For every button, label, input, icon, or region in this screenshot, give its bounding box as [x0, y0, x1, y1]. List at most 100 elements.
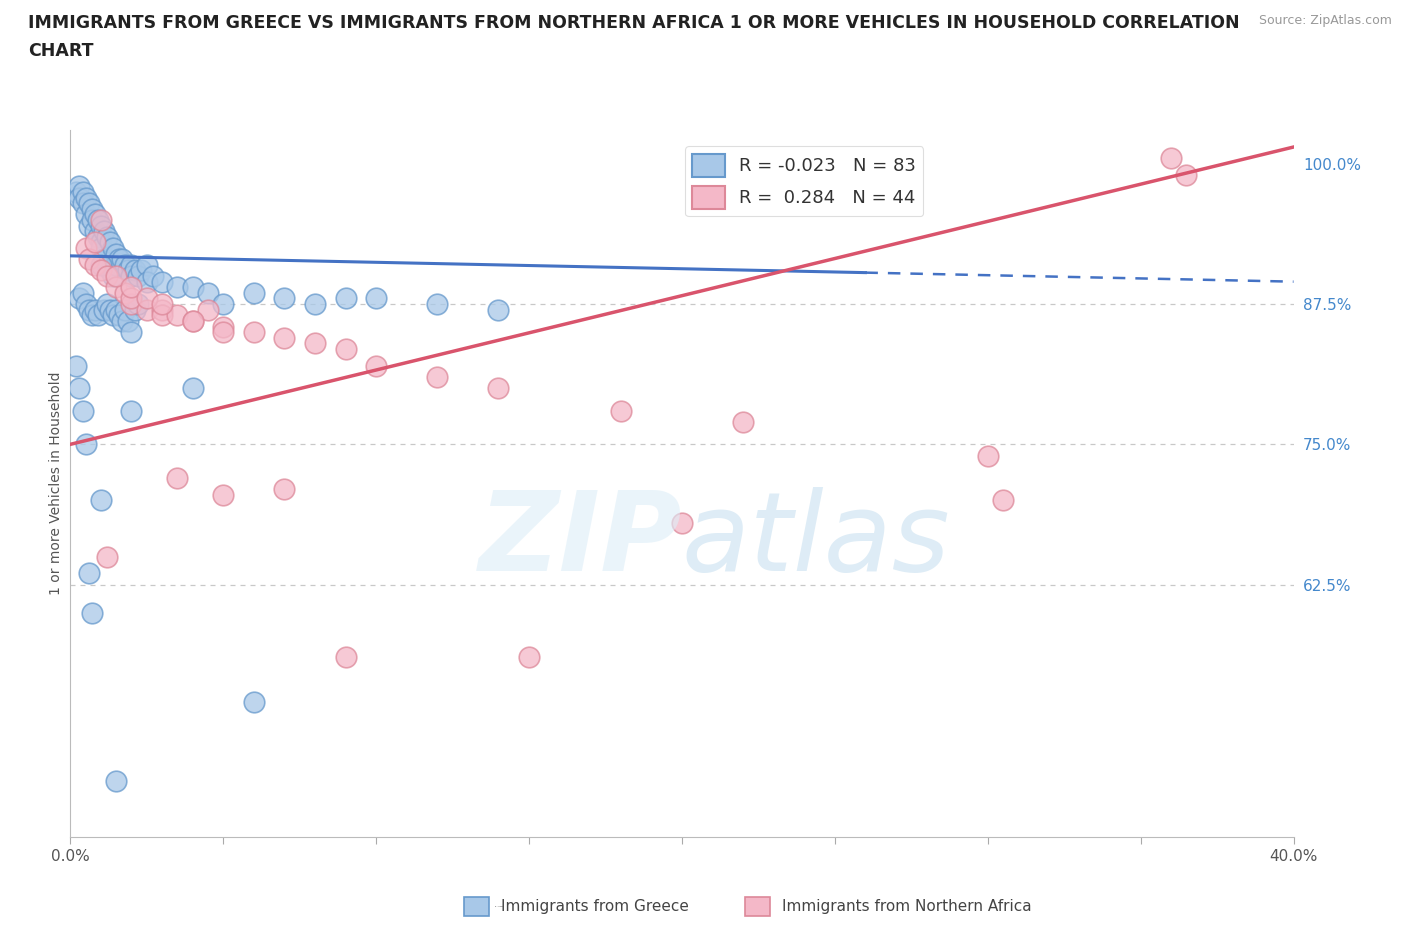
Point — [96, 269, 118, 284]
Point — [65, 358, 87, 373]
Point — [101, 269, 124, 284]
Point — [87, 213, 110, 228]
Point — [65, 184, 87, 199]
Point — [69, 179, 91, 193]
Point — [273, 330, 295, 345]
Point — [87, 230, 110, 245]
Point — [90, 263, 112, 278]
Point — [135, 258, 157, 272]
Point — [121, 404, 143, 418]
Point — [96, 297, 118, 312]
Point — [121, 258, 143, 272]
Point — [72, 195, 94, 210]
Point — [273, 291, 295, 306]
Point — [129, 263, 152, 278]
Point — [75, 241, 97, 256]
Point — [166, 471, 188, 485]
Point — [108, 308, 131, 323]
Point — [150, 308, 173, 323]
Point — [96, 258, 118, 272]
Point — [181, 380, 204, 395]
Point — [335, 341, 357, 356]
Point — [124, 263, 146, 278]
Point — [366, 291, 388, 306]
Point — [488, 302, 510, 317]
Point — [197, 302, 219, 317]
Point — [127, 297, 149, 312]
Point — [105, 280, 128, 295]
FancyBboxPatch shape — [745, 897, 770, 916]
Point — [101, 241, 124, 256]
Point — [304, 297, 326, 312]
Point — [426, 297, 449, 312]
Point — [77, 195, 100, 210]
Point — [98, 263, 121, 278]
Point — [517, 650, 540, 665]
Text: atlas: atlas — [682, 486, 950, 593]
Point — [976, 448, 998, 463]
Point — [75, 437, 97, 452]
Point — [150, 302, 173, 317]
Point — [212, 319, 235, 334]
Text: Immigrants from Northern Africa: Immigrants from Northern Africa — [782, 899, 1032, 914]
Point — [101, 308, 124, 323]
Point — [93, 224, 115, 239]
Point — [135, 302, 157, 317]
Point — [212, 297, 235, 312]
Point — [77, 566, 100, 581]
Point — [72, 184, 94, 199]
Point — [212, 487, 235, 502]
Point — [991, 493, 1014, 508]
Point — [197, 286, 219, 300]
Point — [181, 313, 204, 328]
Point — [117, 263, 139, 278]
Text: ZIP: ZIP — [478, 486, 682, 593]
Point — [108, 252, 131, 267]
Point — [80, 201, 103, 216]
Text: R = -0.023: R = -0.023 — [495, 906, 503, 908]
Point — [80, 213, 103, 228]
Point — [124, 302, 146, 317]
Text: Source: ZipAtlas.com: Source: ZipAtlas.com — [1258, 14, 1392, 27]
Point — [72, 404, 94, 418]
Point — [83, 258, 105, 272]
Point — [488, 380, 510, 395]
Point — [90, 241, 112, 256]
Point — [212, 325, 235, 339]
Legend: R = -0.023   N = 83, R =  0.284   N = 44: R = -0.023 N = 83, R = 0.284 N = 44 — [685, 146, 924, 216]
Point — [90, 258, 112, 272]
Point — [80, 308, 103, 323]
Point — [90, 235, 112, 250]
Point — [273, 482, 295, 497]
Point — [166, 308, 188, 323]
Point — [243, 695, 266, 710]
Point — [87, 308, 110, 323]
Point — [69, 380, 91, 395]
Point — [181, 313, 204, 328]
Point — [105, 269, 128, 284]
Point — [77, 302, 100, 317]
Point — [335, 291, 357, 306]
Point — [181, 280, 204, 295]
Point — [1175, 167, 1198, 182]
Point — [121, 291, 143, 306]
Point — [121, 297, 143, 312]
Y-axis label: 1 or more Vehicles in Household: 1 or more Vehicles in Household — [49, 372, 63, 595]
Point — [304, 336, 326, 351]
Point — [114, 286, 136, 300]
Point — [90, 493, 112, 508]
Point — [72, 286, 94, 300]
Point — [135, 274, 157, 289]
Point — [671, 515, 693, 530]
Point — [142, 269, 165, 284]
Point — [80, 605, 103, 620]
Point — [83, 302, 105, 317]
Point — [83, 206, 105, 221]
Point — [93, 252, 115, 267]
Point — [117, 313, 139, 328]
Point — [96, 549, 118, 564]
Point — [114, 258, 136, 272]
Point — [111, 252, 134, 267]
Point — [121, 280, 143, 295]
Point — [121, 325, 143, 339]
